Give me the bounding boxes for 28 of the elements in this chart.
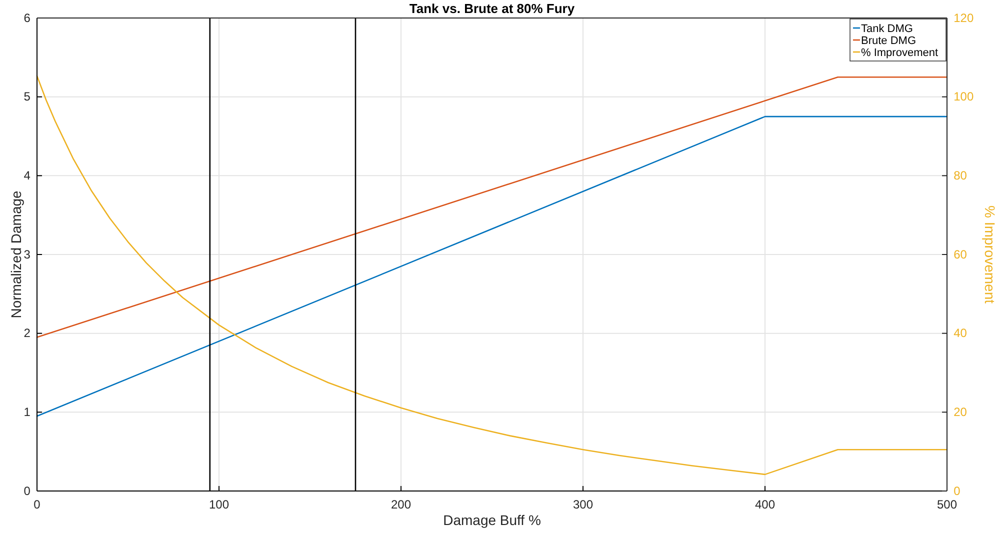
chart-title: Tank vs. Brute at 80% Fury [409,1,576,16]
y-axis-title: Normalized Damage [8,190,24,318]
x-tick-label: 200 [390,497,412,512]
x-tick-label: 100 [208,497,230,512]
y-tick-label: 0 [24,484,31,498]
x-tick-label: 500 [936,497,958,512]
x-tick-label: 300 [572,497,594,512]
line-series [36,75,948,476]
legend-label: Tank DMG [861,23,913,35]
y2-tick-label: 80 [954,168,968,183]
x-axis-title: Damage Buff % [443,512,541,528]
y2-tick-label: 0 [954,484,961,498]
y2-tick-label: 40 [954,326,968,340]
y2-tick-label: 60 [954,247,968,262]
y-tick-label: 5 [24,90,31,104]
y2-tick-label: 20 [954,405,968,420]
x-tick-label: 400 [754,497,776,512]
y2-tick-label: 100 [954,90,974,104]
y-tick-label: 6 [24,10,31,25]
x-tick-label: 0 [34,497,41,512]
y-tick-label: 4 [24,168,31,183]
y-tick-label: 2 [24,326,31,340]
y2-tick-label: 120 [954,10,974,25]
y-tick-label: 3 [24,247,31,262]
y-tick-label: 1 [24,405,31,420]
legend-label: % Improvement [861,47,938,59]
legend-label: Brute DMG [861,35,916,47]
y2-axis-title: % Improvement [982,205,998,304]
